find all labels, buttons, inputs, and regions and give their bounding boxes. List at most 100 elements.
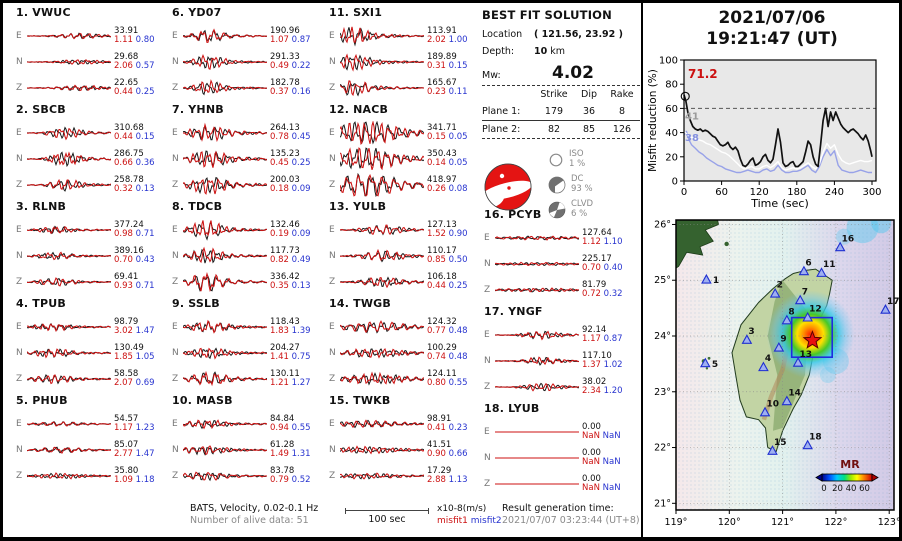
mr-colorbar [821,473,873,482]
waveform-row: Z 69.41 0.93 0.71 [16,269,168,295]
misfit1-value: 0.70 [582,263,601,273]
trace-values: 189.89 0.31 0.15 [427,52,468,72]
trace-values: 85.07 2.77 1.47 [114,440,155,460]
waveform-trace [27,151,111,168]
station-number-17: 17 [887,297,900,307]
waveform-row: N 85.07 2.77 1.47 [16,437,168,463]
station-block: 10. MASB E 84.84 0.94 0.55 N 61.28 1.49 1.31 Z 8… [172,394,324,491]
peak-amplitude: 117.73 [270,245,300,256]
trace-values: 130.49 1.85 1.05 [114,342,155,363]
misfit1-value: 0.85 [427,255,446,265]
station-title: 18. LYUB [484,402,540,415]
misfit1-value: 3.02 [114,326,133,336]
waveform-trace [183,176,267,195]
mw-value: 4.02 [552,63,594,83]
waveform-row: Z 124.11 0.80 0.55 [329,366,481,392]
bats-line: BATS, Velocity, 0.02-0.1 Hz [190,503,319,514]
trace-values: 33.91 1.11 0.80 [114,26,155,46]
waveform-trace [495,235,579,241]
station-triangle-17 [880,304,891,314]
peak-amplitude: 100.29 [427,342,457,353]
waveform-row: Z 22.65 0.44 0.25 [16,75,168,101]
component-label: Z [16,471,23,481]
misfit1-value: 0.98 [114,229,133,239]
station-triangle-2 [769,287,781,298]
misfit1-value: 0.70 [114,255,133,265]
station-block: 15. TWKB E 98.91 0.41 0.23 N 41.51 0.90 0.66 Z 1… [329,394,481,491]
misfit2-value: 0.90 [448,229,468,239]
waveform-row: N 117.73 0.82 0.49 [172,243,324,269]
component-label: N [484,259,491,269]
station-number-8: 8 [788,307,794,317]
plane1-row: Plane 1: 179 36 8 [482,106,626,117]
misfit2-value: 0.87 [603,334,623,344]
data-description: BATS, Velocity, 0.02-0.1 Hz Number of al… [190,503,318,527]
peak-amplitude: 418.97 [427,174,457,185]
component-label: Z [484,479,491,489]
trace-values: 0.00 NaN NaN [582,448,621,468]
waveform-trace [27,472,111,480]
svg-text:120°: 120° [718,517,741,528]
component-label: E [329,225,335,235]
peak-amplitude: 200.03 [270,174,300,185]
svg-text:60: 60 [665,104,678,115]
peak-amplitude: 29.68 [114,51,139,62]
station-title: 11. SXI1 [329,6,383,19]
station-triangle-3 [741,334,753,344]
component-label: Z [484,285,491,295]
misfit2-value: 0.71 [135,229,155,239]
waveform-row: N 29.68 2.06 0.57 [16,49,168,75]
trace-values: 98.91 0.41 0.23 [427,414,468,434]
component-label: E [329,419,335,429]
frame-border-bottom [0,537,902,541]
plane2-row: Plane 2: 82 85 126 [482,120,640,139]
trace-values: 92.14 1.17 0.87 [582,325,623,345]
station-triangle-1 [701,273,712,284]
station-title: 3. RLNB [16,200,67,213]
component-label: N [484,453,491,463]
station-block: 9. SSLB E 118.43 1.83 1.39 N 204.27 1.41 0.75 Z… [172,297,324,394]
misfit1-value: 0.90 [427,449,446,459]
station-block: 12. NACB E 341.71 0.15 0.05 N 350.43 0.14 0.05… [329,103,481,200]
svg-text:100: 100 [659,56,678,67]
waveform-trace [183,28,267,43]
component-label: N [329,348,336,358]
waveform-trace [27,421,111,427]
peak-amplitude: 127.13 [427,219,457,230]
station-block: 4. TPUB E 98.79 3.02 1.47 N 130.49 1.85 1.05 Z 5… [16,297,168,394]
component-label: E [329,322,335,332]
component-label: Z [16,180,23,190]
epicenter-star [802,330,823,349]
waveform-row: E 92.14 1.17 0.87 [484,322,642,348]
trace-values: 35.80 1.09 1.18 [114,466,155,486]
annotation-71-2: 71.2 [688,67,718,81]
peak-amplitude: 127.64 [582,227,612,238]
trace-values: 291.33 0.49 0.22 [270,52,311,72]
peak-amplitude: 130.49 [114,342,144,353]
misfit1-value: 0.94 [270,423,289,433]
scalebar-label: 100 sec [368,514,406,525]
trace-values: 83.78 0.79 0.52 [270,466,311,486]
component-label: Z [16,374,23,384]
waveform-trace [495,356,579,366]
svg-text:122°: 122° [824,517,847,528]
waveform-trace [27,32,111,40]
location-value: ( 121.56, 23.92 ) [534,29,623,40]
waveform-row: E 84.84 0.94 0.55 [172,411,324,437]
frame-border-left [0,0,3,541]
component-label: Z [329,83,336,93]
misfit2-value: 0.09 [291,184,311,194]
station-triangle-4 [758,361,769,372]
waveform-row: E 98.91 0.41 0.23 [329,411,481,437]
waveform-trace [340,53,424,72]
station-title: 4. TPUB [16,297,66,310]
waveform-trace [495,330,579,341]
station-map: 1 2 3 4 5 6 7 8 9 10 11 12 13 14 15 16 17 18 MR 0 20 40 60 119°… [650,212,901,538]
waveform-trace [183,246,267,264]
waveform-row: N 130.49 1.85 1.05 [16,340,168,366]
misfit2-value: 0.25 [291,158,311,168]
trace-values: 258.78 0.32 0.13 [114,175,155,195]
station-block: 17. YNGF E 92.14 1.17 0.87 N 117.10 1.37 1.02 Z… [484,305,642,402]
peak-amplitude: 98.79 [114,316,139,327]
focal-mechanism-beachball-icon [484,163,532,211]
